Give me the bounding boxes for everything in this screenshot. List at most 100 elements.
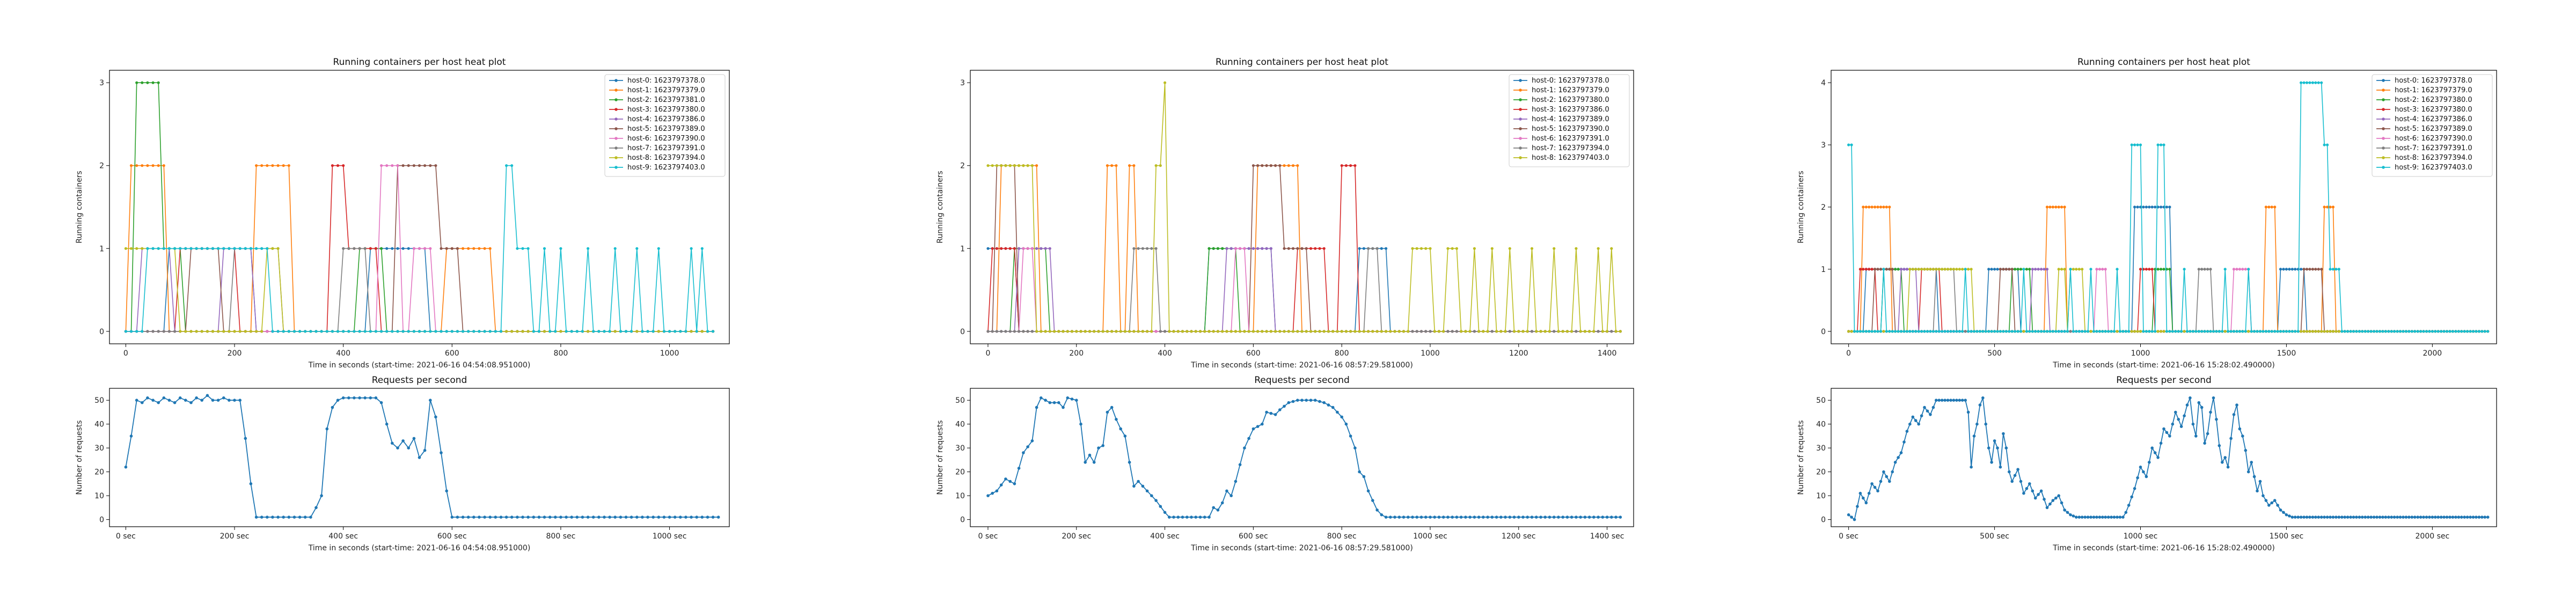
data-point — [1154, 164, 1158, 167]
data-point — [630, 515, 633, 519]
data-point — [1949, 268, 1952, 271]
data-point — [2081, 268, 2084, 271]
data-point — [2063, 330, 2066, 333]
chart-title: Running containers per host heat plot — [1216, 57, 1388, 68]
y-tick-label: 0 — [99, 328, 104, 336]
data-point — [1468, 330, 1472, 333]
data-point — [238, 247, 241, 250]
data-point — [537, 330, 541, 333]
data-point — [991, 247, 994, 250]
data-point — [1437, 330, 1440, 333]
data-point — [211, 399, 215, 402]
data-point — [2051, 205, 2054, 209]
data-point — [1917, 330, 1920, 333]
data-point — [211, 247, 215, 250]
data-point — [2276, 330, 2279, 333]
data-point — [2445, 330, 2449, 333]
data-point — [2317, 81, 2320, 84]
legend-marker — [614, 137, 618, 140]
data-point — [342, 330, 345, 333]
data-point — [2323, 205, 2326, 209]
data-point — [695, 330, 698, 333]
data-point — [1018, 164, 1021, 167]
data-point — [635, 247, 639, 250]
data-point — [282, 330, 285, 333]
data-point — [1548, 330, 1551, 333]
data-point — [581, 515, 584, 519]
data-point — [2436, 330, 2440, 333]
data-point — [1905, 268, 1908, 271]
chart-title: Requests per second — [372, 375, 467, 386]
data-point — [2331, 268, 2334, 271]
data-point — [135, 81, 138, 84]
data-point — [2296, 330, 2300, 333]
x-tick-label: 1500 — [2277, 349, 2296, 358]
data-point — [2209, 330, 2212, 333]
data-point — [1256, 164, 1260, 167]
data-point — [1597, 247, 1600, 250]
y-axis-label: Running containers — [1797, 171, 1805, 243]
data-point — [1460, 330, 1463, 333]
data-point — [1283, 164, 1286, 167]
y-tick-label: 3 — [1821, 141, 1826, 150]
y-tick-label: 3 — [99, 79, 104, 87]
data-point — [1411, 247, 1414, 250]
data-point — [1996, 268, 1999, 271]
data-point — [2025, 330, 2028, 333]
data-point — [559, 515, 562, 519]
data-point — [2305, 268, 2309, 271]
data-point — [1234, 247, 1237, 250]
data-point — [597, 330, 601, 333]
data-point — [1057, 330, 1060, 333]
data-point — [1557, 330, 1560, 333]
legend-marker — [614, 79, 618, 82]
data-point — [532, 330, 535, 333]
series-markers-4 — [124, 247, 715, 333]
data-point — [228, 247, 231, 250]
data-point — [1955, 268, 1958, 271]
data-point — [2223, 268, 2227, 271]
y-axis-label: Running containers — [936, 171, 945, 243]
data-point — [2361, 330, 2364, 333]
plot-frame — [970, 388, 1634, 527]
data-point — [1419, 247, 1423, 250]
data-point — [1026, 164, 1029, 167]
data-point — [684, 515, 687, 519]
data-point — [1385, 247, 1388, 250]
series-line-6 — [988, 248, 1621, 332]
data-point — [200, 330, 203, 333]
data-point — [331, 330, 334, 333]
data-point — [2072, 330, 2075, 333]
data-point — [396, 330, 399, 333]
data-point — [2282, 330, 2285, 333]
data-point — [586, 515, 590, 519]
data-point — [1419, 330, 1423, 333]
data-point — [1952, 330, 1955, 333]
x-tick-label: 1000 sec — [1413, 532, 1447, 541]
data-point — [1583, 330, 1586, 333]
data-point — [1870, 205, 1874, 209]
data-point — [526, 247, 530, 250]
data-point — [2352, 330, 2355, 333]
data-point — [543, 330, 546, 333]
data-point — [1265, 247, 1268, 250]
data-point — [233, 399, 236, 402]
x-axis-label: Time in seconds (start-time: 2021-06-16 … — [1190, 361, 1413, 370]
data-point — [2466, 330, 2469, 333]
data-point — [1088, 330, 1092, 333]
data-point — [2127, 330, 2131, 333]
data-point — [2130, 330, 2133, 333]
data-point — [1044, 247, 1047, 250]
data-point — [374, 247, 378, 250]
data-point — [2349, 330, 2352, 333]
data-point — [233, 330, 236, 333]
data-point — [244, 330, 247, 333]
data-point — [2326, 143, 2329, 146]
data-point — [1115, 330, 1118, 333]
data-point — [1256, 247, 1260, 250]
data-point — [652, 515, 655, 519]
x-axis-label: Time in seconds (start-time: 2021-06-16 … — [308, 544, 531, 552]
data-point — [462, 330, 465, 333]
chart-title: Requests per second — [1254, 375, 1350, 386]
data-point — [1964, 330, 1967, 333]
